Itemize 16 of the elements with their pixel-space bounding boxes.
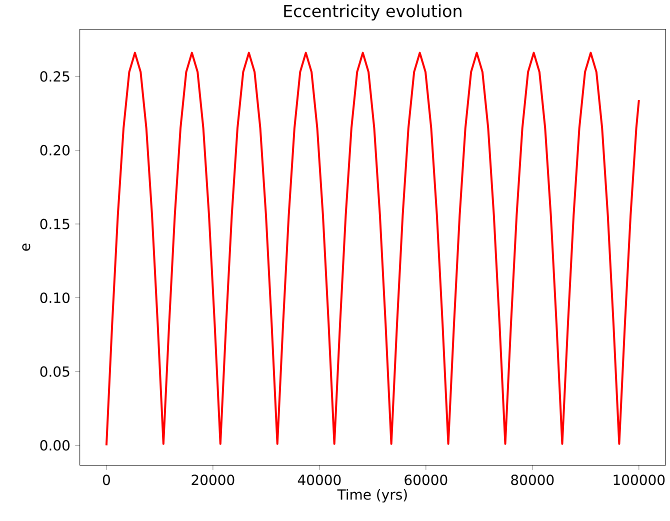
x-tick-label: 100000 xyxy=(614,474,665,486)
y-tick-label: 0.00 xyxy=(40,440,70,451)
x-tick-label: 60000 xyxy=(404,474,448,486)
y-tick-label: 0.15 xyxy=(40,218,70,230)
chart-title: Eccentricity evolution xyxy=(284,4,462,20)
x-axis-title: Time (yrs) xyxy=(337,488,407,502)
x-tick-label: 40000 xyxy=(298,474,341,486)
x-tick-label: 20000 xyxy=(192,474,234,486)
y-tick-label: 0.05 xyxy=(40,366,70,377)
x-tick-label: 80000 xyxy=(511,474,554,486)
line-series xyxy=(105,52,640,446)
y-tick-label: 0.10 xyxy=(40,292,70,303)
y-tick-label: 0.25 xyxy=(40,71,70,82)
y-axis-title: e xyxy=(22,244,30,251)
x-tick-label: 0 xyxy=(102,474,110,486)
y-tick-label: 0.20 xyxy=(40,144,70,156)
